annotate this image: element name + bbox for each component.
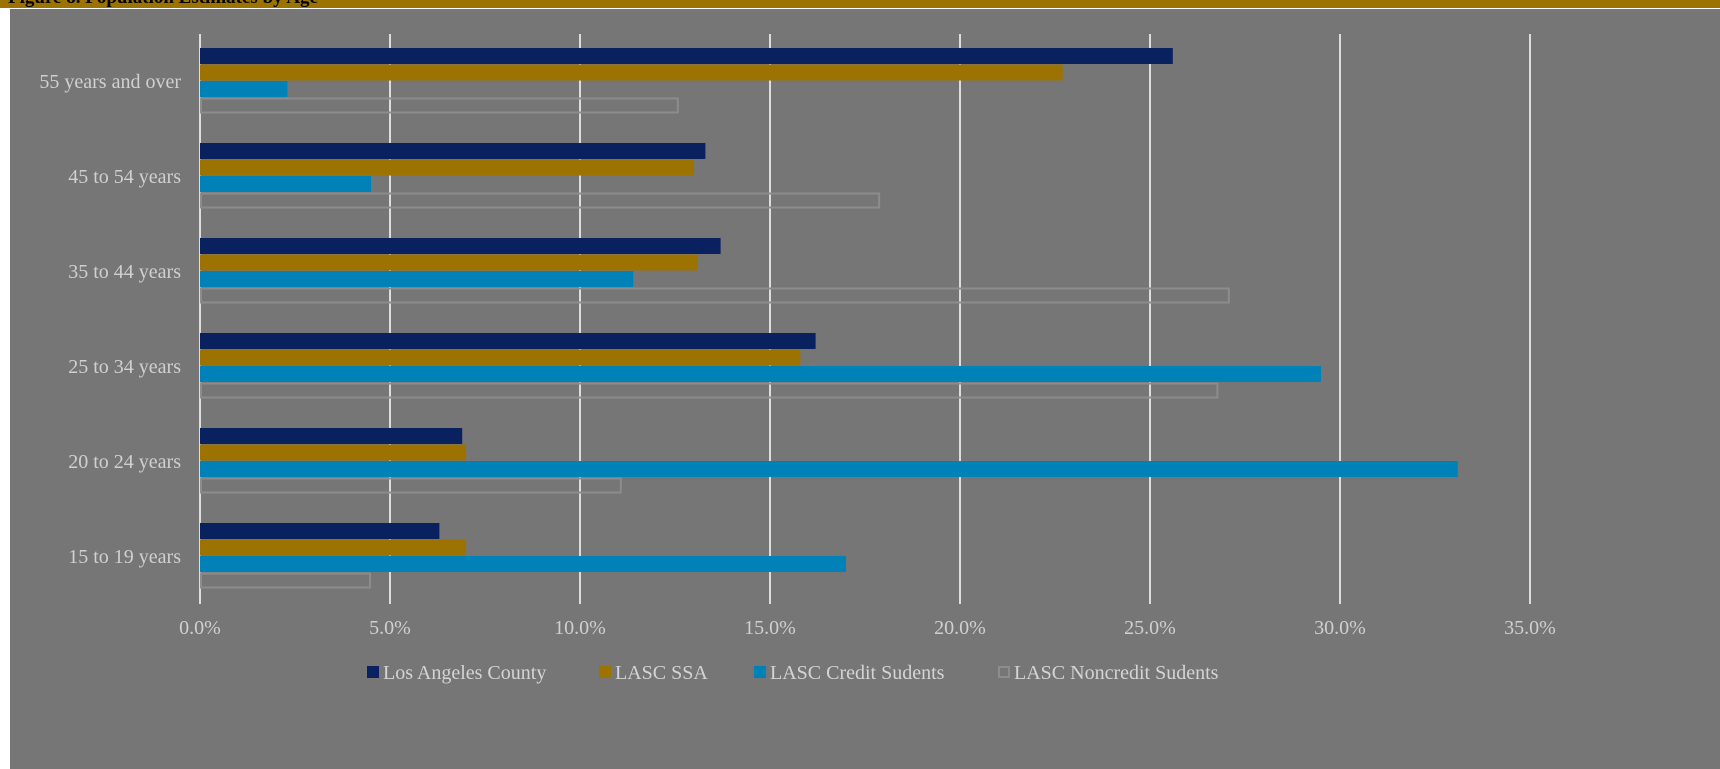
bar (200, 349, 801, 366)
legend-label: LASC Credit Sudents (770, 662, 945, 684)
bar (200, 523, 440, 539)
y-tick-label: 45 to 54 years (68, 166, 181, 188)
figure-title: Figure 8. Population Estimates by Age (8, 0, 318, 8)
bar-chart: 15 to 19 years 20 to 24 years 25 to 34 yea… (39, 34, 1556, 684)
bar (200, 539, 466, 556)
x-tick-label: 0.0% (179, 617, 221, 639)
chart-area: 15 to 19 years 20 to 24 years 25 to 34 yea… (10, 9, 1720, 769)
x-tick-label: 5.0% (369, 617, 411, 639)
legend-label: LASC SSA (615, 662, 708, 684)
bar (200, 97, 679, 114)
bar (200, 143, 706, 159)
x-tick-label: 35.0% (1504, 617, 1556, 639)
x-tick-label: 30.0% (1314, 617, 1366, 639)
bar (200, 81, 288, 97)
x-tick-label: 20.0% (934, 617, 986, 639)
figure-title-bar: Figure 8. Population Estimates by Age (0, 0, 1720, 8)
bar (200, 48, 1173, 64)
legend-swatch (367, 666, 379, 678)
y-tick-label: 25 to 34 years (68, 356, 181, 378)
bar (200, 271, 634, 287)
legend-swatch (754, 666, 766, 678)
bar (200, 254, 698, 271)
y-tick-label: 15 to 19 years (68, 546, 181, 568)
legend-label: LASC Noncredit Sudents (1014, 662, 1219, 684)
bar (200, 572, 371, 589)
y-tick-label: 20 to 24 years (68, 451, 181, 473)
bar (200, 444, 466, 461)
bar (200, 192, 881, 209)
x-tick-label: 25.0% (1124, 617, 1176, 639)
bar (200, 366, 1321, 382)
bar (200, 333, 816, 349)
x-tick-label: 15.0% (744, 617, 796, 639)
x-tick-label: 10.0% (554, 617, 606, 639)
bar (200, 477, 622, 494)
bar (200, 64, 1063, 81)
legend-swatch (998, 666, 1010, 678)
bar (200, 287, 1230, 304)
bar (200, 176, 371, 192)
bar (200, 382, 1219, 399)
legend-label: Los Angeles County (383, 662, 546, 684)
bar (200, 556, 846, 572)
y-tick-label: 35 to 44 years (68, 261, 181, 283)
y-tick-label: 55 years and over (39, 71, 181, 93)
bar (200, 238, 721, 254)
bar (200, 461, 1458, 477)
bar (200, 428, 463, 444)
bar (200, 159, 694, 176)
legend-swatch (599, 666, 611, 678)
